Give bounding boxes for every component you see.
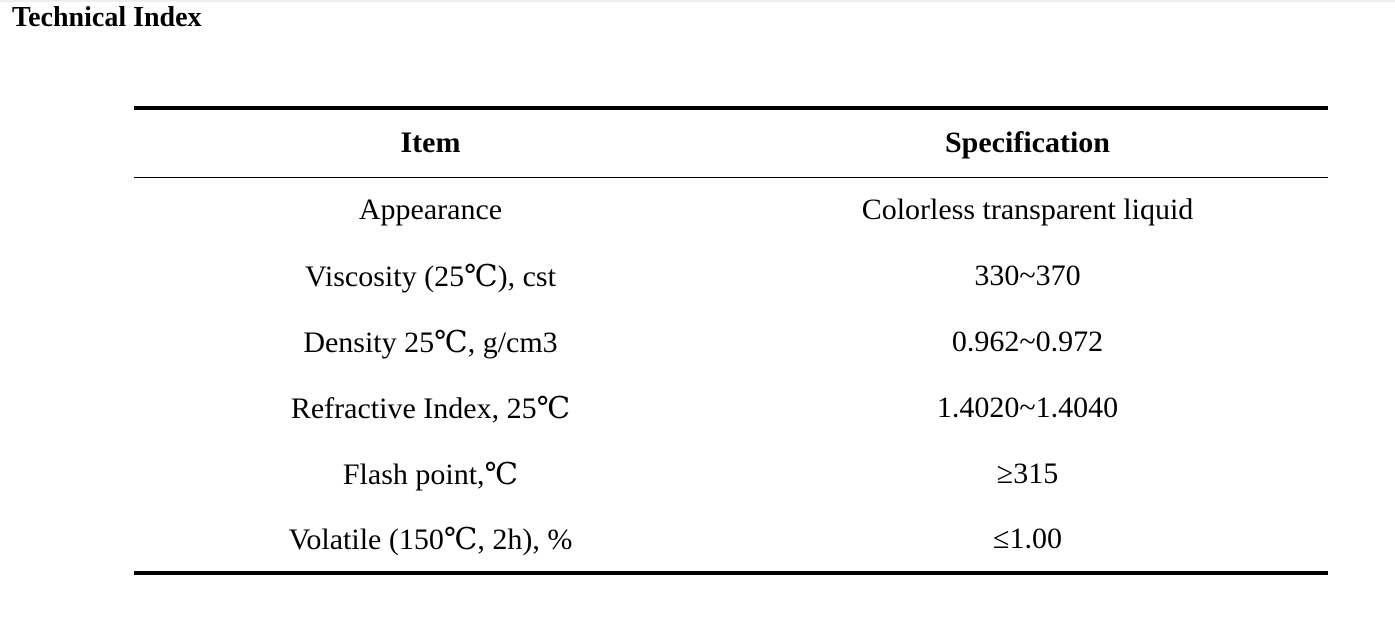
column-header-item: Item [134, 106, 727, 178]
technical-index-table: Item Specification Appearance Colorless … [134, 106, 1328, 575]
table-row: Viscosity (25℃), cst 330~370 [134, 243, 1328, 309]
spec-cell: 330~370 [974, 259, 1081, 292]
spec-cell: ≤1.00 [727, 507, 1328, 575]
item-cell: Flash point,℃ [342, 457, 519, 491]
spec-cell: 1.4020~1.4040 [936, 391, 1119, 424]
spec-cell: 0.962~0.972 [951, 325, 1104, 358]
item-cell: Volatile (150℃, 2h), % [134, 507, 727, 575]
column-header-specification: Specification [727, 106, 1328, 178]
spec-cell: ≥315 [996, 457, 1059, 490]
item-cell: Appearance [358, 193, 503, 227]
section-title: Technical Index [12, 2, 202, 33]
table-row: Appearance Colorless transparent liquid [134, 177, 1328, 243]
item-cell: Refractive Index, 25℃ [290, 391, 571, 425]
table-row: Flash point,℃ ≥315 [134, 441, 1328, 507]
top-divider [0, 0, 1395, 2]
item-cell: Density 25℃, g/cm3 [303, 325, 558, 359]
table-row: Refractive Index, 25℃ 1.4020~1.4040 [134, 375, 1328, 441]
table-header-row: Item Specification [134, 106, 1328, 178]
item-cell: Viscosity (25℃), cst [305, 259, 556, 293]
table-row: Volatile (150℃, 2h), % ≤1.00 [134, 507, 1328, 575]
table-row: Density 25℃, g/cm3 0.962~0.972 [134, 309, 1328, 375]
spec-cell: Colorless transparent liquid [861, 193, 1194, 227]
